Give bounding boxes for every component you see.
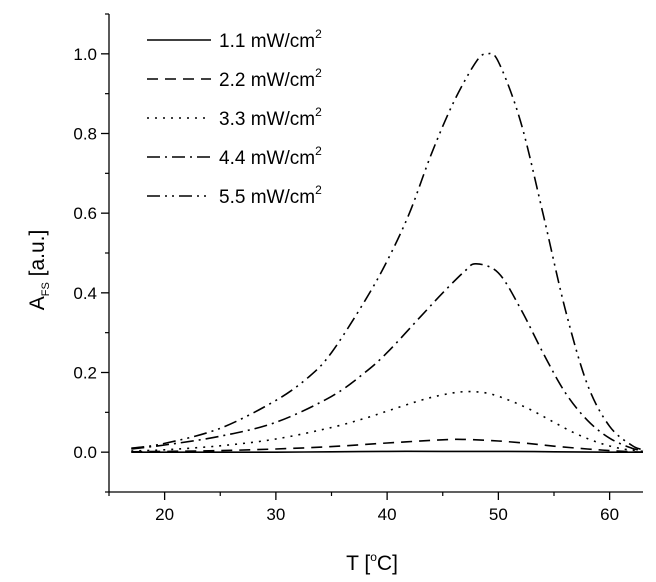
- y-axis-title: AFS [a.u.]: [26, 230, 52, 311]
- y-tick-label: 0.6: [73, 204, 97, 223]
- x-tick-label: 20: [155, 505, 174, 524]
- series-line-4: [131, 262, 644, 452]
- legend: 1.1 mW/cm2 2.2 mW/cm2 3.3 mW/cm2 4.4 mW/cm2…: [147, 27, 322, 208]
- legend-label-3: 3.3 mW/cm2: [219, 105, 322, 130]
- axes: 0.0 0.2 0.4 0.6 0.8 1.0 20 30 40 50 60: [73, 13, 643, 524]
- x-tick-label: 50: [489, 505, 508, 524]
- plot-area: [131, 52, 644, 454]
- x-tick-label: 40: [378, 505, 397, 524]
- y-tick-label: 1.0: [73, 45, 97, 64]
- x-tick-label: 30: [266, 505, 285, 524]
- y-tick-label: 0.2: [73, 364, 97, 383]
- legend-label-4: 4.4 mW/cm2: [219, 144, 322, 169]
- y-tick-label: 0.4: [73, 284, 97, 303]
- legend-label-5: 5.5 mW/cm2: [219, 183, 322, 208]
- x-tick-label: 60: [600, 505, 619, 524]
- x-axis-title: T [oC]: [346, 550, 398, 575]
- axis-titles: T [oC] AFS [a.u.]: [26, 230, 398, 575]
- y-tick-label: 0.8: [73, 125, 97, 144]
- series-line-1: [131, 450, 643, 454]
- legend-label-1: 1.1 mW/cm2: [219, 27, 322, 52]
- legend-label-2: 2.2 mW/cm2: [219, 66, 322, 91]
- series-line-5: [131, 52, 644, 451]
- series-line-2: [131, 438, 644, 453]
- y-tick-label: 0.0: [73, 443, 97, 462]
- series-line-3: [131, 390, 644, 453]
